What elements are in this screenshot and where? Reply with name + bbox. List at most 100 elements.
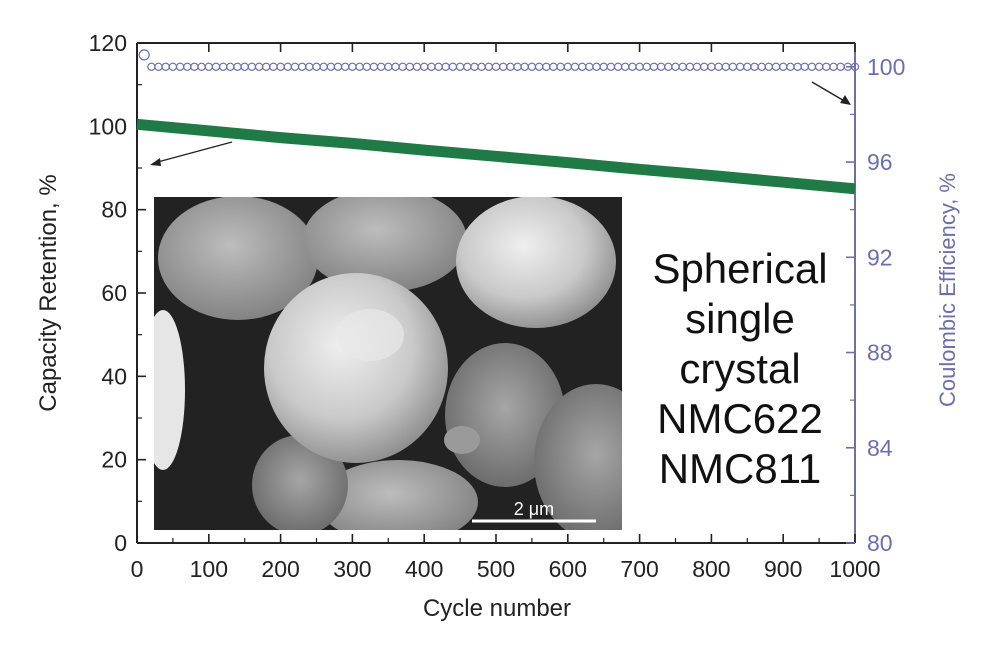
x-tick-label: 0 xyxy=(131,556,144,582)
efficiency-point xyxy=(520,62,529,72)
efficiency-point xyxy=(764,62,774,72)
efficiency-point xyxy=(269,62,278,72)
efficiency-point xyxy=(850,62,860,72)
efficiency-point xyxy=(290,62,300,72)
efficiency-point xyxy=(427,62,436,72)
annotation-arrows xyxy=(150,81,851,166)
efficiency-point xyxy=(678,62,687,72)
efficiency-point xyxy=(211,62,221,72)
inset-text-line: NMC622 xyxy=(657,395,823,442)
efficiency-point xyxy=(757,62,766,72)
efficiency-point xyxy=(376,62,386,72)
y-axis-title-left: Capacity Retention, % xyxy=(35,174,62,411)
x-tick-label: 900 xyxy=(764,556,802,582)
y-right-tick-label: 92 xyxy=(867,244,893,270)
efficiency-point xyxy=(534,62,544,72)
x-tick-label: 700 xyxy=(620,556,658,582)
efficiency-point xyxy=(506,62,515,72)
inset-text-line: Spherical xyxy=(652,245,827,292)
efficiency-point xyxy=(441,62,450,72)
sem-inset-image: 2 μm xyxy=(154,197,622,530)
y-right-tick-label: 80 xyxy=(867,530,893,556)
efficiency-point xyxy=(592,62,601,72)
efficiency-point xyxy=(218,62,228,72)
efficiency-point xyxy=(348,62,357,72)
coulombic-efficiency-series xyxy=(138,49,860,72)
efficiency-point xyxy=(434,62,443,72)
x-tick-label: 200 xyxy=(261,556,299,582)
efficiency-point xyxy=(628,62,637,72)
y-right-tick-label: 84 xyxy=(867,435,893,461)
efficiency-point xyxy=(240,62,249,72)
efficiency-point xyxy=(800,62,809,72)
efficiency-point xyxy=(513,62,522,72)
efficiency-point xyxy=(570,62,580,72)
efficiency-point xyxy=(613,62,623,72)
y-left-tick-label: 80 xyxy=(101,197,127,223)
efficiency-point xyxy=(542,62,551,72)
efficiency-point xyxy=(405,62,414,72)
efficiency-point xyxy=(312,62,321,72)
efficiency-point xyxy=(707,62,716,72)
efficiency-point xyxy=(743,62,752,72)
efficiency-point xyxy=(398,62,407,72)
efficiency-point xyxy=(355,62,364,72)
efficiency-point xyxy=(147,62,156,72)
efficiency-point xyxy=(735,62,745,72)
efficiency-point xyxy=(233,62,242,72)
efficiency-point xyxy=(326,62,336,72)
efficiency-point xyxy=(836,62,845,72)
efficiency-point xyxy=(793,62,802,72)
scale-bar-label: 2 μm xyxy=(514,499,554,519)
efficiency-point xyxy=(556,62,565,72)
efficiency-point xyxy=(369,62,379,72)
x-tick-label: 300 xyxy=(333,556,371,582)
capacity-retention-series xyxy=(136,118,856,195)
efficiency-point xyxy=(779,62,788,72)
efficiency-point xyxy=(599,62,608,72)
y-axis-title-right: Coulombic Efficiency, % xyxy=(935,173,960,407)
efficiency-point xyxy=(183,62,192,72)
capacity-retention-line xyxy=(136,118,856,195)
y-right-tick-label: 100 xyxy=(867,54,905,80)
efficiency-point xyxy=(807,62,817,72)
efficiency-point xyxy=(786,62,795,72)
y-left-tick-label: 20 xyxy=(101,447,127,473)
efficiency-point xyxy=(463,62,472,72)
efficiency-point xyxy=(319,62,328,72)
efficiency-point xyxy=(484,62,493,72)
arrow-head-right xyxy=(840,95,851,105)
x-axis-title: Cycle number xyxy=(423,595,571,622)
efficiency-point xyxy=(204,62,213,72)
efficiency-point xyxy=(822,62,831,72)
x-tick-label: 1000 xyxy=(829,556,880,582)
inset-text-line: single xyxy=(685,295,795,342)
efficiency-point xyxy=(477,62,486,72)
inset-text-line: NMC811 xyxy=(659,445,822,492)
efficiency-point xyxy=(154,62,163,72)
efficiency-point xyxy=(391,62,400,72)
efficiency-point xyxy=(168,62,178,72)
efficiency-point xyxy=(671,62,680,72)
x-tick-label: 600 xyxy=(549,556,587,582)
y-left-tick-label: 40 xyxy=(101,363,127,389)
efficiency-point xyxy=(138,49,150,61)
efficiency-point xyxy=(305,62,314,72)
efficiency-point xyxy=(578,62,587,72)
efficiency-point xyxy=(649,62,659,72)
efficiency-point xyxy=(585,62,594,72)
efficiency-point xyxy=(247,62,257,72)
x-tick-label: 500 xyxy=(477,556,515,582)
efficiency-point xyxy=(412,62,422,72)
efficiency-point xyxy=(499,62,508,72)
efficiency-point xyxy=(692,62,702,72)
efficiency-point xyxy=(829,62,838,72)
y-left-tick-label: 60 xyxy=(101,280,127,306)
efficiency-point xyxy=(276,62,285,72)
efficiency-point xyxy=(721,62,731,72)
y-left-tick-label: 100 xyxy=(89,113,127,139)
y-right-tick-label: 96 xyxy=(867,149,893,175)
arrow-to-left-axis xyxy=(153,141,233,164)
